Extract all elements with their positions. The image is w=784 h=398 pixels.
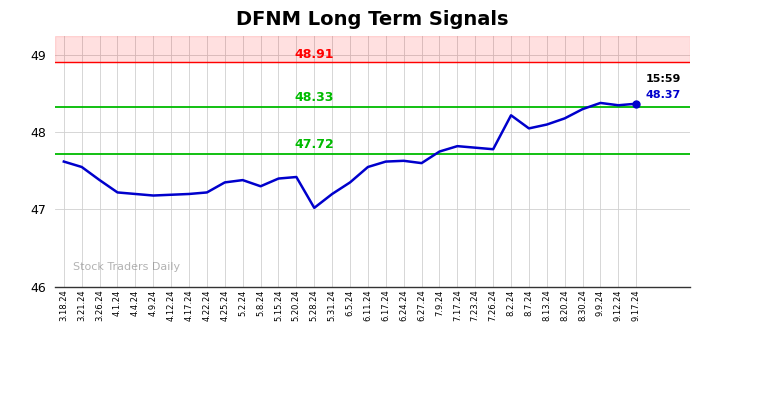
Text: 47.72: 47.72 [294, 139, 334, 152]
Text: 48.33: 48.33 [295, 92, 334, 104]
Bar [55, 36, 690, 62]
Text: 15:59: 15:59 [645, 74, 681, 84]
Title: DFNM Long Term Signals: DFNM Long Term Signals [236, 10, 509, 29]
Text: 48.37: 48.37 [645, 90, 681, 100]
Text: 48.91: 48.91 [295, 48, 334, 61]
Text: Stock Traders Daily: Stock Traders Daily [73, 261, 180, 271]
